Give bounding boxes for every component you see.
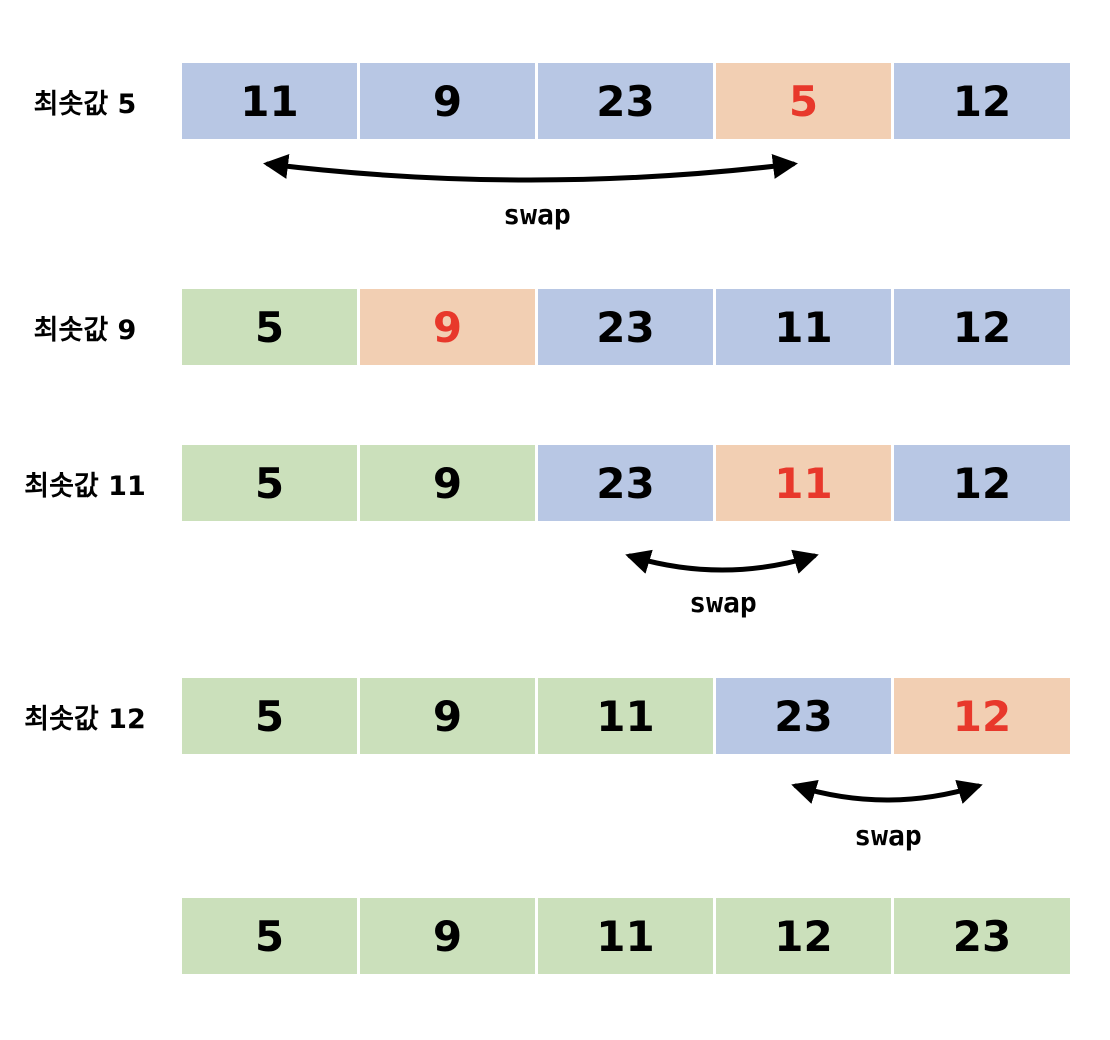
swap-arrow: swap — [263, 154, 798, 231]
sorted-cell: 9 — [360, 678, 535, 754]
unsorted-cell: 11 — [182, 63, 357, 139]
row-label: 최솟값 5 — [33, 88, 137, 120]
minimum-cell: 12 — [894, 678, 1070, 754]
row-label: 최솟값 12 — [24, 703, 146, 735]
final-row: 5 9 11 12 23 — [0, 898, 1110, 974]
minimum-cell: 11 — [716, 445, 891, 521]
unsorted-cell: 12 — [894, 63, 1070, 139]
array-cells: 5 9 11 12 23 — [182, 898, 1070, 974]
row-label: 최솟값 11 — [24, 470, 146, 502]
unsorted-cell: 23 — [716, 678, 891, 754]
unsorted-cell: 12 — [894, 445, 1070, 521]
array-cells: 5 9 11 23 12 — [182, 678, 1070, 754]
sorted-cell: 9 — [360, 898, 535, 974]
array-cells: 5 9 23 11 12 — [182, 289, 1070, 365]
step-row: 최솟값 9 5 9 23 11 12 — [0, 289, 1110, 365]
swap-arrow: swap — [791, 779, 983, 852]
step-row: 최솟값 11 5 9 23 11 12 — [0, 445, 1110, 521]
unsorted-cell: 23 — [538, 63, 713, 139]
row-label — [0, 898, 170, 974]
sorted-cell: 11 — [538, 898, 713, 974]
sorted-cell: 9 — [360, 445, 535, 521]
step-row: 최솟값 5 11 9 23 5 12 — [0, 63, 1110, 139]
sorted-cell: 12 — [716, 898, 891, 974]
sorted-cell: 23 — [894, 898, 1070, 974]
unsorted-cell: 12 — [894, 289, 1070, 365]
swap-label: swap — [689, 586, 756, 619]
unsorted-cell: 11 — [716, 289, 891, 365]
array-cells: 5 9 23 11 12 — [182, 445, 1070, 521]
sorted-cell: 5 — [182, 289, 357, 365]
swap-arrow: swap — [625, 549, 819, 619]
unsorted-cell: 23 — [538, 289, 713, 365]
swap-label: swap — [503, 198, 570, 231]
array-cells: 11 9 23 5 12 — [182, 63, 1070, 139]
unsorted-cell: 23 — [538, 445, 713, 521]
sorted-cell: 5 — [182, 898, 357, 974]
sorted-cell: 5 — [182, 678, 357, 754]
swap-label: swap — [854, 819, 921, 852]
sorted-cell: 5 — [182, 445, 357, 521]
row-label: 최솟값 9 — [33, 314, 137, 346]
step-row: 최솟값 12 5 9 11 23 12 — [0, 678, 1110, 754]
minimum-cell: 9 — [360, 289, 535, 365]
minimum-cell: 5 — [716, 63, 891, 139]
sorted-cell: 11 — [538, 678, 713, 754]
unsorted-cell: 9 — [360, 63, 535, 139]
